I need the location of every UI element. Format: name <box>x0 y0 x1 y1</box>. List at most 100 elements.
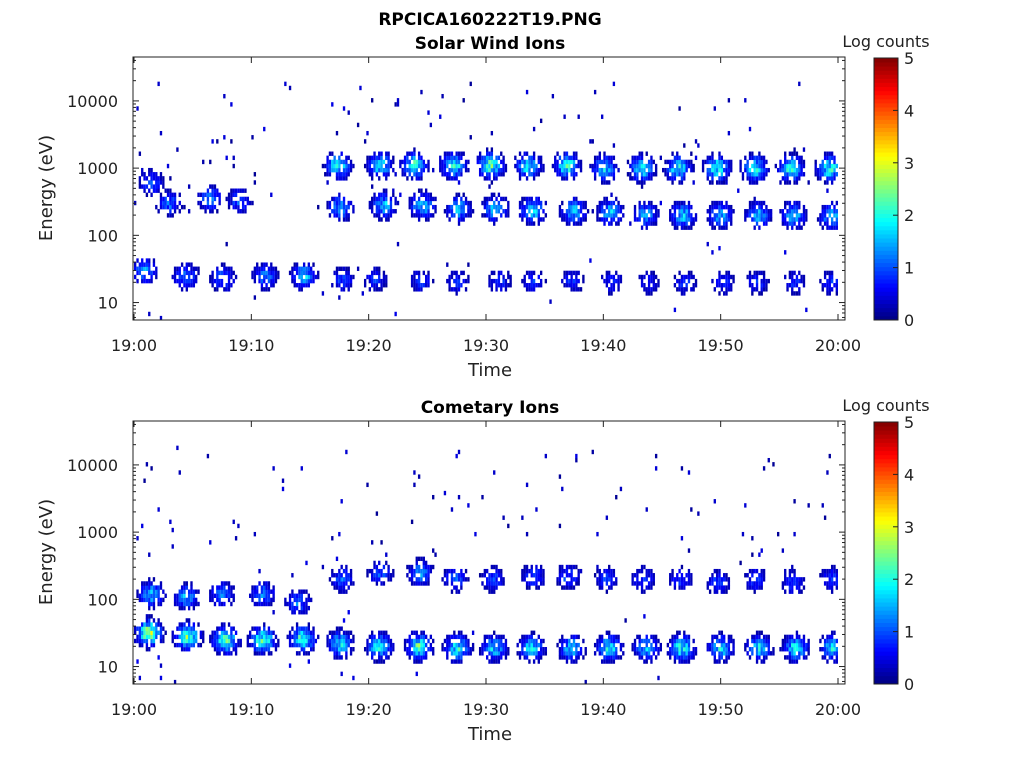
heatmap-cell <box>605 274 609 280</box>
heatmap-cell <box>413 278 416 284</box>
heatmap-cell <box>645 204 648 210</box>
heatmap-cell <box>258 647 261 652</box>
heatmap-cell <box>413 638 416 644</box>
heatmap-cell <box>539 217 543 222</box>
heatmap-cell <box>671 221 674 226</box>
heatmap-cell <box>523 163 526 169</box>
heatmap-cell <box>185 278 188 284</box>
heatmap-cell <box>371 642 374 648</box>
heatmap-cell <box>835 163 838 169</box>
heatmap-cell <box>216 626 219 631</box>
heatmap-cell <box>582 213 585 218</box>
heatmap-cell <box>568 167 571 173</box>
heatmap-cell <box>347 155 350 161</box>
heatmap-cell <box>612 143 616 148</box>
heatmap-cell <box>835 573 838 578</box>
heatmap-cell <box>335 577 339 582</box>
heatmap-cell <box>600 659 604 664</box>
heatmap-cell <box>385 213 388 218</box>
heatmap-cell <box>410 176 414 181</box>
heatmap-cell <box>413 573 416 578</box>
heatmap-cell <box>767 651 770 656</box>
heatmap-cell <box>772 651 775 656</box>
heatmap-cell <box>572 209 576 214</box>
heatmap-cell <box>525 651 529 656</box>
heatmap-cell <box>692 638 695 644</box>
heatmap-cell <box>349 274 353 280</box>
heatmap-cell <box>387 577 390 582</box>
heatmap-cell <box>483 167 486 173</box>
heatmap-cell <box>575 204 578 210</box>
colorbar-segment <box>874 577 898 583</box>
heatmap-cell <box>791 155 794 161</box>
heatmap-cell <box>654 638 658 644</box>
heatmap-cell <box>462 204 465 210</box>
heatmap-cell <box>300 642 303 648</box>
heatmap-cell <box>298 638 301 644</box>
heatmap-cell <box>471 647 475 652</box>
heatmap-cell <box>793 642 796 648</box>
heatmap-cell <box>755 581 759 586</box>
heatmap-cell <box>821 503 824 508</box>
heatmap-cell <box>385 634 388 640</box>
heatmap-cell <box>157 585 160 590</box>
heatmap-cell <box>610 638 613 644</box>
heatmap-cell <box>345 176 348 181</box>
heatmap-cell <box>582 217 585 222</box>
heatmap-cell <box>640 151 644 156</box>
heatmap-cell <box>690 573 693 578</box>
heatmap-cell <box>347 278 350 284</box>
heatmap-cell <box>591 209 594 214</box>
heatmap-cell <box>258 638 261 644</box>
colorbar-tick-label: 5 <box>904 413 914 432</box>
heatmap-cell <box>187 262 191 267</box>
heatmap-cell <box>352 204 355 210</box>
y-tick-label: 1000 <box>77 523 118 542</box>
heatmap-cell <box>141 585 144 590</box>
heatmap-cell <box>270 589 273 594</box>
heatmap-cell <box>478 651 482 656</box>
colorbar-segment <box>874 315 898 321</box>
heatmap-cell <box>683 647 686 652</box>
heatmap-cell <box>145 618 149 623</box>
heatmap-cell <box>727 163 731 169</box>
heatmap-cell <box>826 163 829 169</box>
colorbar-segment <box>874 180 898 186</box>
heatmap-cell <box>486 209 489 214</box>
heatmap-cell <box>488 634 491 640</box>
heatmap-cell <box>197 589 200 594</box>
heatmap-cell <box>185 266 188 271</box>
heatmap-cell <box>310 634 313 640</box>
heatmap-cell <box>685 204 688 210</box>
heatmap-cell <box>539 568 543 574</box>
solar-wind-heatmap <box>134 81 838 321</box>
heatmap-cell <box>507 647 510 652</box>
heatmap-cell <box>267 630 271 635</box>
heatmap-cell <box>788 163 792 169</box>
heatmap-cell <box>830 180 834 185</box>
heatmap-cell <box>786 638 789 644</box>
heatmap-cell <box>760 642 763 648</box>
heatmap-cell <box>753 287 756 292</box>
heatmap-cell <box>687 278 691 284</box>
heatmap-cell <box>342 196 346 202</box>
heatmap-cell <box>539 163 543 169</box>
heatmap-cell <box>711 176 714 181</box>
heatmap-cell <box>169 188 172 193</box>
heatmap-cell <box>410 278 414 284</box>
heatmap-cell <box>307 638 310 644</box>
heatmap-cell <box>542 217 545 222</box>
heatmap-cell <box>317 270 320 276</box>
y-tick-label: 10 <box>98 658 118 677</box>
heatmap-cell <box>556 163 559 169</box>
heatmap-cell <box>570 655 573 660</box>
heatmap-cell <box>835 172 838 177</box>
colorbar-tick-label: 0 <box>904 675 914 694</box>
heatmap-cell <box>187 597 191 603</box>
heatmap-cell <box>537 651 540 656</box>
heatmap-cell <box>380 167 383 173</box>
heatmap-cell <box>753 581 756 586</box>
heatmap-cell <box>190 630 193 635</box>
heatmap-cell <box>143 622 146 627</box>
heatmap-cell <box>530 581 533 586</box>
